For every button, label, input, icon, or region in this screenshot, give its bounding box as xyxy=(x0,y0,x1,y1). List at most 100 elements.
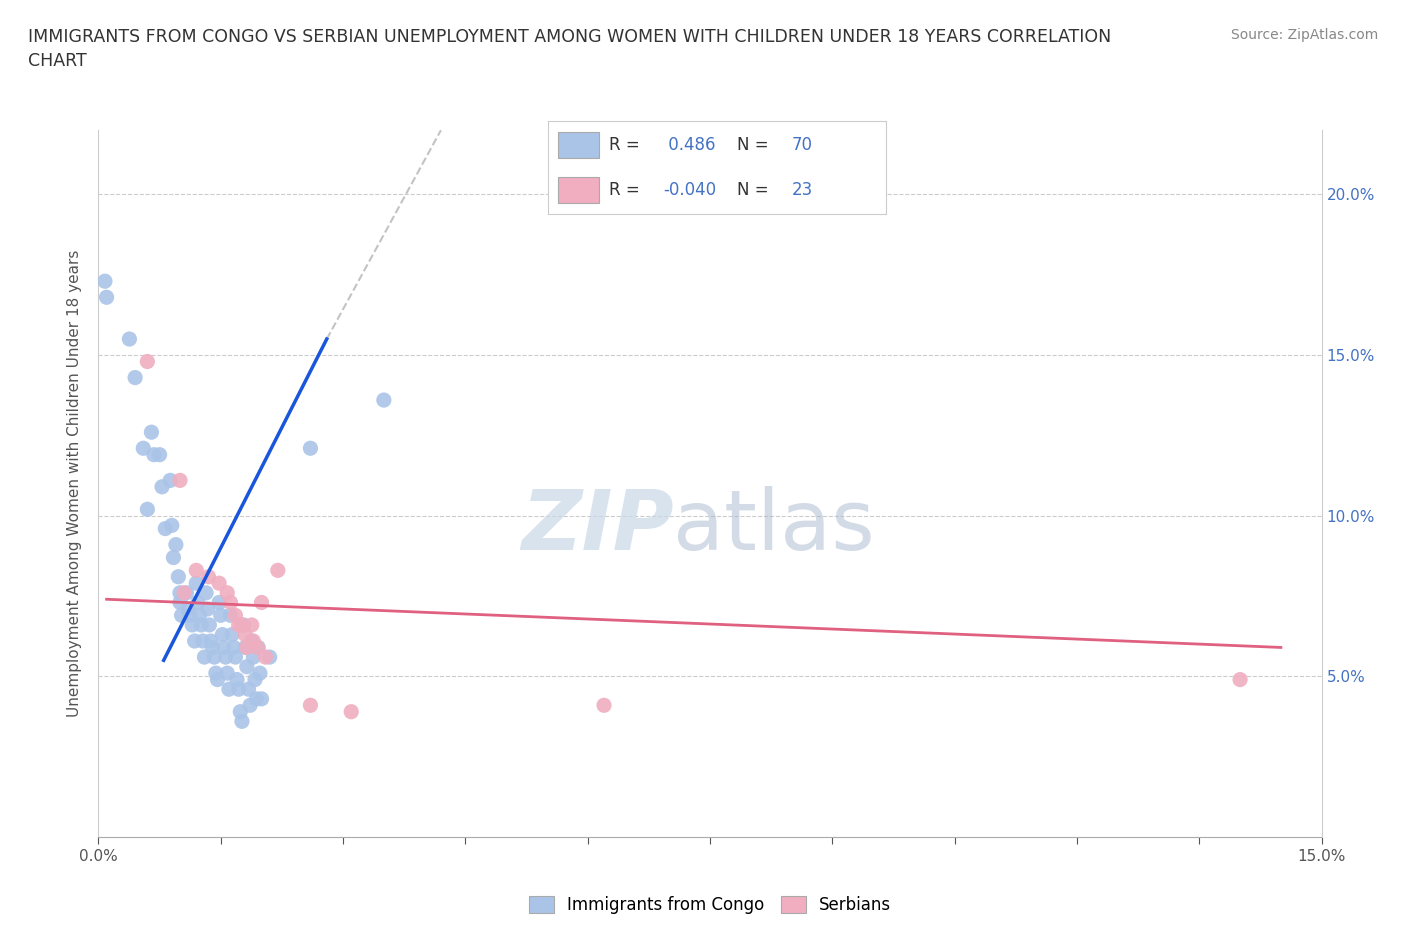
Point xyxy=(242,650,264,665)
Point xyxy=(202,650,225,665)
Point xyxy=(205,666,228,681)
Point xyxy=(299,441,322,456)
Point xyxy=(111,52,134,67)
Point xyxy=(188,608,211,623)
Point xyxy=(233,640,256,655)
Point xyxy=(142,447,165,462)
Text: R =: R = xyxy=(609,180,645,199)
Point xyxy=(247,640,270,655)
Point xyxy=(195,585,218,600)
Point xyxy=(150,479,173,494)
Text: atlas: atlas xyxy=(673,485,875,566)
Point xyxy=(200,633,222,648)
Point xyxy=(340,704,363,719)
Text: N =: N = xyxy=(737,180,775,199)
Point xyxy=(115,68,138,83)
Text: 70: 70 xyxy=(792,136,813,154)
Point xyxy=(236,659,259,674)
Text: -0.040: -0.040 xyxy=(664,180,716,199)
Point xyxy=(165,538,187,552)
Point xyxy=(243,672,266,687)
Point xyxy=(207,672,229,687)
Point xyxy=(267,563,290,578)
Point xyxy=(222,640,245,655)
Point xyxy=(197,602,219,617)
Text: ZIP: ZIP xyxy=(520,485,673,566)
Y-axis label: Unemployment Among Women with Children Under 18 years: Unemployment Among Women with Children U… xyxy=(67,250,83,717)
Point xyxy=(254,650,277,665)
Point xyxy=(238,682,260,697)
Point xyxy=(136,354,159,369)
Point xyxy=(373,392,395,407)
Point xyxy=(218,682,240,697)
Point xyxy=(233,627,256,642)
Point xyxy=(224,650,246,665)
Text: N =: N = xyxy=(737,136,775,154)
Point xyxy=(250,691,273,706)
Point xyxy=(246,691,269,706)
Legend: Immigrants from Congo, Serbians: Immigrants from Congo, Serbians xyxy=(522,889,898,921)
Point xyxy=(170,608,193,623)
Point xyxy=(136,502,159,517)
Point xyxy=(186,563,208,578)
Point xyxy=(240,618,263,632)
Point xyxy=(259,650,281,665)
Point xyxy=(249,666,271,681)
Point xyxy=(217,666,239,681)
Bar xyxy=(558,132,599,158)
Point xyxy=(209,608,232,623)
Point xyxy=(124,370,146,385)
Point xyxy=(187,595,209,610)
Point xyxy=(162,550,184,565)
Point xyxy=(179,608,201,623)
Text: R =: R = xyxy=(609,136,645,154)
Point xyxy=(242,633,264,648)
Point xyxy=(229,704,252,719)
Point xyxy=(160,518,183,533)
Point xyxy=(1229,672,1251,687)
Point xyxy=(246,640,269,655)
Point xyxy=(155,521,177,536)
Point xyxy=(149,447,172,462)
Point xyxy=(96,290,118,305)
Point xyxy=(193,650,215,665)
Point xyxy=(224,608,246,623)
Point xyxy=(226,672,249,687)
Point xyxy=(232,618,254,632)
Text: IMMIGRANTS FROM CONGO VS SERBIAN UNEMPLOYMENT AMONG WOMEN WITH CHILDREN UNDER 18: IMMIGRANTS FROM CONGO VS SERBIAN UNEMPLO… xyxy=(28,28,1111,70)
Text: Source: ZipAtlas.com: Source: ZipAtlas.com xyxy=(1230,28,1378,42)
Bar xyxy=(558,177,599,203)
Point xyxy=(208,595,231,610)
Point xyxy=(191,633,214,648)
Point xyxy=(176,585,198,600)
Point xyxy=(177,602,200,617)
Point xyxy=(231,714,253,729)
Point xyxy=(198,618,221,632)
Point xyxy=(219,608,242,623)
Point xyxy=(118,332,141,347)
Point xyxy=(212,640,235,655)
Point xyxy=(169,595,191,610)
Point xyxy=(159,473,181,488)
Point xyxy=(208,576,231,591)
Point xyxy=(228,682,250,697)
Point xyxy=(132,441,155,456)
Point xyxy=(240,633,263,648)
Point xyxy=(231,618,253,632)
Point xyxy=(173,585,195,600)
Point xyxy=(250,595,273,610)
Point xyxy=(141,425,163,440)
Point xyxy=(201,640,224,655)
Point xyxy=(181,618,204,632)
Point xyxy=(299,698,322,712)
Point xyxy=(211,627,233,642)
Point xyxy=(94,273,117,288)
Point xyxy=(214,650,236,665)
Text: 23: 23 xyxy=(792,180,813,199)
Point xyxy=(217,585,239,600)
Point xyxy=(167,569,190,584)
Point xyxy=(593,698,616,712)
Point xyxy=(228,618,250,632)
Text: 0.486: 0.486 xyxy=(664,136,716,154)
Point xyxy=(169,585,191,600)
